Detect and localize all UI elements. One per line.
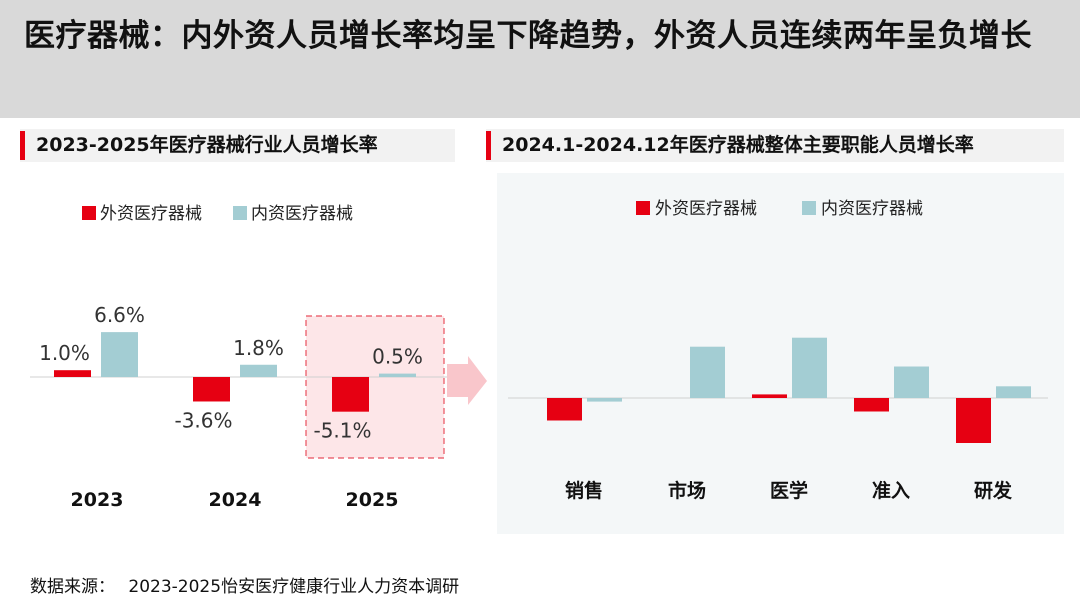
bar-foreign xyxy=(854,398,889,412)
bar-domestic xyxy=(101,332,138,377)
bar-domestic xyxy=(792,337,827,398)
bar-domestic xyxy=(894,366,929,398)
data-label: 1.8% xyxy=(233,336,284,360)
legend-label-foreign: 外资医疗器械 xyxy=(655,199,757,219)
bar-foreign xyxy=(956,398,991,443)
page-title: 医疗器械：内外资人员增长率均呈下降趋势，外资人员连续两年呈负增长 xyxy=(24,18,1032,54)
category-label: 2024 xyxy=(209,489,262,511)
data-label: -3.6% xyxy=(174,408,232,432)
bar-domestic xyxy=(587,398,622,402)
legend-swatch-domestic xyxy=(802,201,816,215)
category-label: 准入 xyxy=(872,480,910,502)
category-label: 研发 xyxy=(974,479,1013,502)
header-accent-bar xyxy=(486,131,491,160)
category-label: 市场 xyxy=(668,479,706,502)
source-label: 数据来源： xyxy=(30,577,115,597)
left-chart-title: 2023-2025年医疗器械行业人员增长率 xyxy=(36,134,378,156)
title-band: 医疗器械：内外资人员增长率均呈下降趋势，外资人员连续两年呈负增长 xyxy=(0,0,1080,118)
bar-foreign xyxy=(547,398,582,421)
category-label: 医学 xyxy=(770,479,808,502)
header-accent-bar xyxy=(20,131,25,160)
bar-domestic xyxy=(379,373,416,377)
right-chart-header: 2024.1-2024.12年医疗器械整体主要职能人员增长率 xyxy=(486,129,1064,162)
legend-label-foreign: 外资医疗器械 xyxy=(100,204,202,224)
category-label: 销售 xyxy=(565,479,603,502)
bar-domestic xyxy=(690,346,725,398)
bar-foreign xyxy=(193,377,230,402)
right-chart-title: 2024.1-2024.12年医疗器械整体主要职能人员增长率 xyxy=(502,134,974,156)
data-label: 6.6% xyxy=(94,303,145,327)
legend-swatch-foreign xyxy=(82,206,96,220)
bar-foreign xyxy=(332,377,369,412)
highlight-box xyxy=(305,315,445,459)
transition-arrow xyxy=(447,356,487,405)
right-chart-background xyxy=(497,173,1064,534)
category-label: 2025 xyxy=(346,489,399,511)
data-label: 1.0% xyxy=(39,341,90,365)
legend-swatch-foreign xyxy=(636,201,650,215)
data-label: -5.1% xyxy=(313,419,371,443)
source-text: 2023-2025怡安医疗健康行业人力资本调研 xyxy=(128,577,460,597)
bar-foreign xyxy=(752,394,787,398)
category-label: 2023 xyxy=(71,489,124,511)
legend-label-domestic: 内资医疗器械 xyxy=(821,199,923,219)
source-note: 数据来源： 2023-2025怡安医疗健康行业人力资本调研 xyxy=(30,572,467,597)
legend-label-domestic: 内资医疗器械 xyxy=(251,204,353,224)
bar-domestic xyxy=(996,386,1031,398)
bar-foreign xyxy=(54,370,91,377)
left-chart-header: 2023-2025年医疗器械行业人员增长率 xyxy=(20,129,455,162)
bar-domestic xyxy=(240,364,277,377)
legend-swatch-domestic xyxy=(233,206,247,220)
data-label: 0.5% xyxy=(372,345,423,369)
